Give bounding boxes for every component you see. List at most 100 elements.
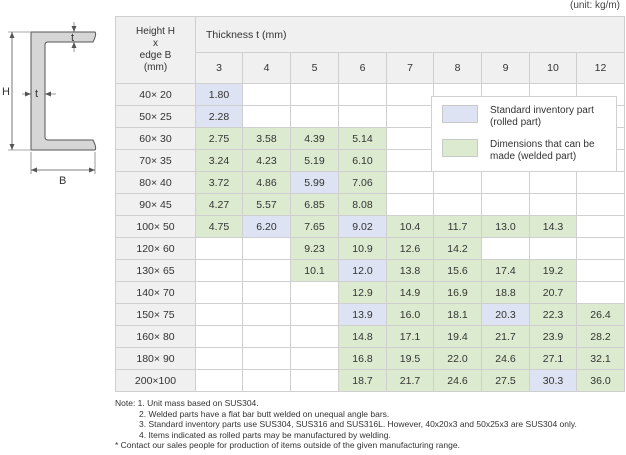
row-size-label: 120× 60 (115, 237, 196, 260)
thickness-col-header: 7 (386, 52, 434, 84)
mass-cell: 9.02 (338, 215, 387, 238)
mass-cell: 3.24 (195, 149, 243, 172)
mass-cell (576, 215, 625, 238)
table-row: 120× 60 9.23 10.9 12.6 14.2 (115, 237, 625, 260)
table-row: 100× 50 4.75 6.20 7.65 9.02 10.4 11.7 13.0 14.3 (115, 215, 625, 238)
mass-cell (195, 325, 243, 348)
mass-cell: 18.1 (433, 303, 482, 326)
mass-cell (290, 369, 339, 392)
mass-cell (195, 369, 243, 392)
row-size-label: 130× 65 (115, 259, 196, 282)
row-size-label: 160× 80 (115, 325, 196, 348)
mass-cell: 20.7 (529, 281, 577, 304)
mass-cell: 27.5 (481, 369, 530, 392)
legend-swatch-standard (442, 105, 478, 123)
mass-cell: 20.3 (481, 303, 530, 326)
mass-cell: 27.1 (529, 347, 577, 370)
mass-cell: 12.9 (338, 281, 387, 304)
mass-cell: 22.3 (529, 303, 577, 326)
mass-cell: 13.9 (338, 303, 387, 326)
note-2: 2. Welded parts have a flat bar butt wel… (139, 408, 390, 419)
mass-cell: 12.6 (386, 237, 434, 260)
mass-cell (290, 347, 339, 370)
mass-cell (576, 259, 625, 282)
mass-cell (338, 83, 387, 106)
mass-cell (242, 281, 291, 304)
mass-cell: 4.75 (195, 215, 243, 238)
note-4: 4. Items indicated as rolled parts may b… (139, 429, 391, 440)
height-edge-header: Height H x edge B (mm) (115, 16, 196, 84)
table-row: 90× 45 4.27 5.57 6.85 8.08 (115, 193, 625, 216)
mass-cell: 5.14 (338, 127, 387, 150)
mass-cell: 19.5 (386, 347, 434, 370)
mass-cell (242, 303, 291, 326)
legend-label-welded: Dimensions that can be made (welded part… (490, 139, 595, 162)
mass-cell (242, 347, 291, 370)
mass-cell: 14.2 (433, 237, 482, 260)
mass-cell: 16.0 (386, 303, 434, 326)
mass-cell: 4.39 (290, 127, 339, 150)
row-size-label: 200×100 (115, 369, 196, 392)
mass-cell (576, 193, 625, 216)
mass-cell: 11.7 (433, 215, 482, 238)
mass-cell (433, 193, 482, 216)
mass-cell (242, 105, 291, 128)
thickness-col-header: 3 (195, 52, 243, 84)
mass-cell: 13.0 (481, 215, 530, 238)
mass-cell: 10.4 (386, 215, 434, 238)
mass-cell (481, 193, 530, 216)
mass-cell (529, 237, 577, 260)
mass-cell: 8.08 (338, 193, 387, 216)
table-row: 200×100 18.7 21.7 24.6 27.5 30.3 36.0 (115, 369, 625, 392)
mass-cell (290, 83, 339, 106)
mass-cell (386, 105, 434, 128)
row-size-label: 100× 50 (115, 215, 196, 238)
mass-cell (386, 83, 434, 106)
mass-cell: 5.19 (290, 149, 339, 172)
edge-b-label: B (59, 175, 66, 187)
note-1: Note: 1. Unit mass based on SUS304. (115, 398, 259, 408)
flange-t-label: t (71, 32, 74, 44)
mass-cell: 16.8 (338, 347, 387, 370)
mass-cell: 22.0 (433, 347, 482, 370)
thickness-col-header: 9 (481, 52, 530, 84)
thickness-col-header: 5 (290, 52, 339, 84)
mass-cell (242, 259, 291, 282)
mass-table: Height H x edge B (mm) Thickness t (mm) … (115, 16, 625, 392)
table-row: 160× 80 14.8 17.1 19.4 21.7 23.9 28.2 (115, 325, 625, 348)
mass-cell (386, 193, 434, 216)
table-row: 130× 65 10.1 12.0 13.8 15.6 17.4 19.2 (115, 259, 625, 282)
mass-cell: 17.1 (386, 325, 434, 348)
mass-cell: 3.58 (242, 127, 291, 150)
mass-cell (242, 369, 291, 392)
row-size-label: 50× 25 (115, 105, 196, 128)
note-contact: * Contact our sales people for productio… (115, 440, 460, 450)
thickness-col-header: 10 (529, 52, 577, 84)
mass-cell (481, 171, 530, 194)
mass-cell: 14.3 (529, 215, 577, 238)
mass-cell: 1.80 (195, 83, 243, 106)
mass-cell: 2.28 (195, 105, 243, 128)
thickness-header: Thickness t (mm) (195, 16, 625, 53)
mass-cell: 19.2 (529, 259, 577, 282)
mass-cell (195, 347, 243, 370)
mass-cell: 6.85 (290, 193, 339, 216)
mass-cell: 17.4 (481, 259, 530, 282)
mass-cell: 9.23 (290, 237, 339, 260)
mass-cell: 12.0 (338, 259, 387, 282)
mass-cell: 18.7 (338, 369, 387, 392)
mass-cell (529, 193, 577, 216)
mass-cell: 28.2 (576, 325, 625, 348)
note-3: 3. Standard inventory parts use SUS304, … (139, 419, 577, 429)
thickness-col-header: 4 (242, 52, 291, 84)
mass-cell: 10.9 (338, 237, 387, 260)
mass-cell (290, 325, 339, 348)
mass-cell: 24.6 (433, 369, 482, 392)
mass-cell: 7.65 (290, 215, 339, 238)
mass-cell (195, 281, 243, 304)
table-row: 80× 40 3.72 4.86 5.99 7.06 (115, 171, 625, 194)
mass-cell: 36.0 (576, 369, 625, 392)
mass-cell: 21.7 (481, 325, 530, 348)
row-size-label: 90× 45 (115, 193, 196, 216)
mass-cell (576, 281, 625, 304)
